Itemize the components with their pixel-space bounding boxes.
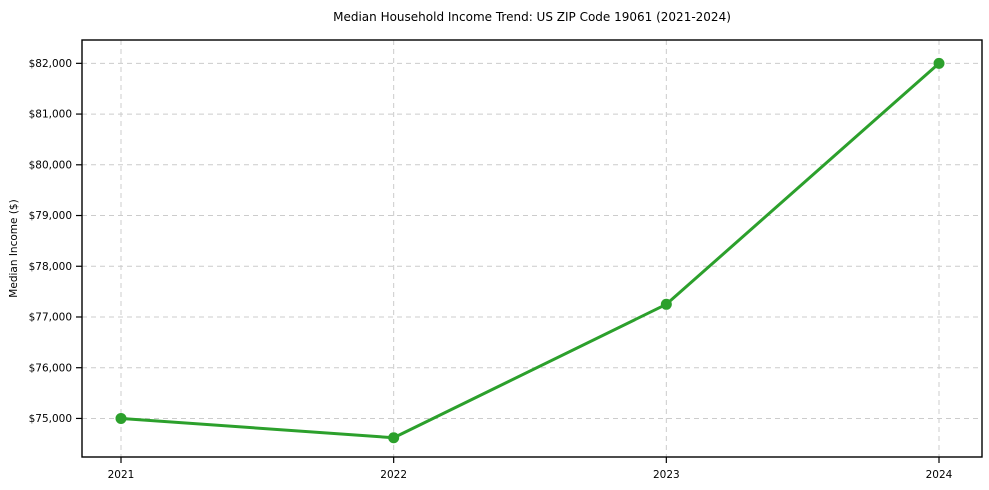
- y-tick-label: $75,000: [29, 413, 72, 425]
- data-point: [388, 432, 400, 444]
- x-tick-label: 2024: [926, 469, 953, 481]
- data-point: [933, 57, 945, 69]
- y-tick-label: $78,000: [29, 261, 72, 273]
- plot-border: [81, 39, 983, 458]
- y-tick-label: $79,000: [29, 210, 72, 222]
- data-point: [660, 298, 672, 310]
- trend-line: [119, 61, 941, 440]
- chart-title: Median Household Income Trend: US ZIP Co…: [333, 10, 731, 24]
- y-tick-label: $81,000: [29, 109, 72, 121]
- y-tick-label: $82,000: [29, 58, 72, 70]
- x-tick-label: 2023: [653, 469, 680, 481]
- x-tick-label: 2022: [380, 469, 407, 481]
- data-point: [115, 412, 127, 424]
- plot-area: $75,000 $76,000 $77,000 $78,000 $79,000 $80,0…: [29, 39, 983, 481]
- y-tick-label: $77,000: [29, 312, 72, 324]
- y-tick-label: $76,000: [29, 362, 72, 374]
- y-tick-label: $80,000: [29, 159, 72, 171]
- x-tick-label: 2021: [108, 469, 135, 481]
- y-axis-label: Median Income ($): [8, 199, 20, 297]
